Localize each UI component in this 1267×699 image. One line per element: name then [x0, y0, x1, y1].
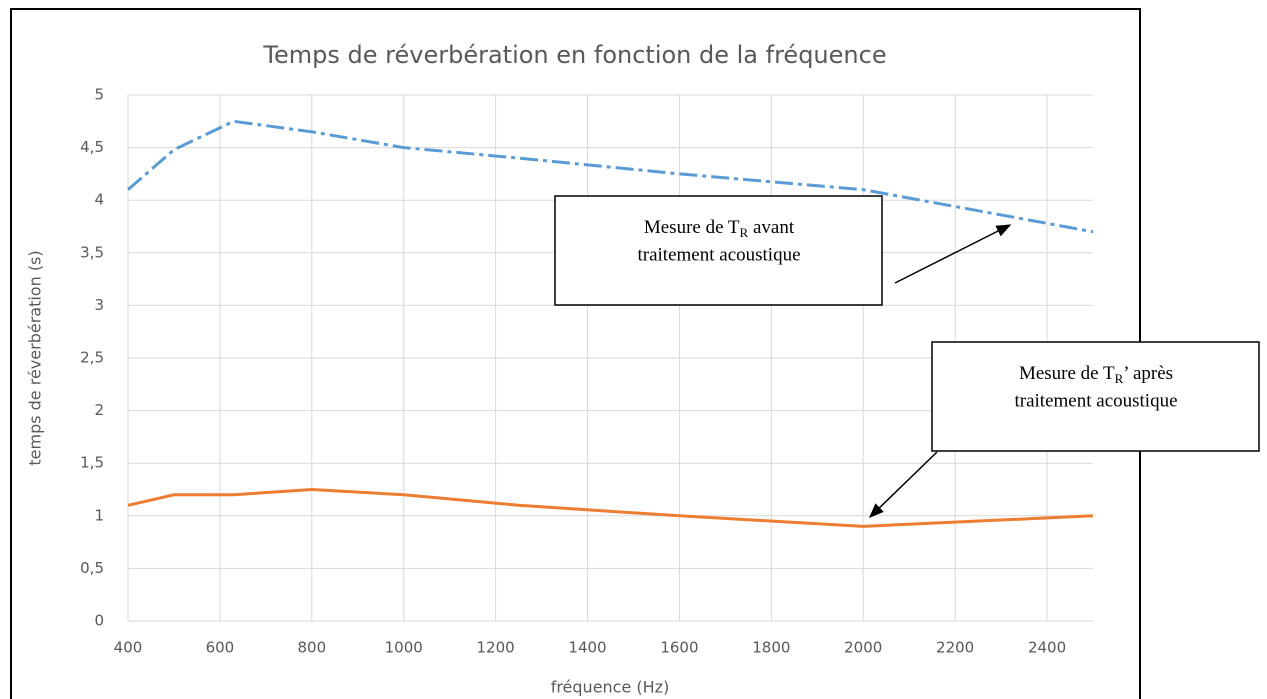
- x-tick-label: 1600: [660, 639, 698, 657]
- annotation-text: Mesure de TR’ après: [1019, 363, 1173, 386]
- annotation-text: Mesure de TR avant: [644, 217, 795, 240]
- annotation-part: avant: [748, 217, 795, 238]
- annotation-arrow: [868, 451, 938, 519]
- annotation-text: traitement acoustique: [1014, 390, 1177, 411]
- x-tick-label: 400: [114, 639, 143, 657]
- annotation-box: [554, 195, 883, 306]
- y-tick-label: 3,5: [80, 243, 104, 261]
- data-line: [127, 119, 1094, 234]
- y-tick-label: 2: [94, 401, 104, 419]
- data-line: [127, 487, 1094, 528]
- y-tick-label: 1,5: [80, 454, 104, 472]
- annotation-sub: R: [1115, 371, 1124, 386]
- annotation-part: Mesure de T: [644, 217, 740, 238]
- x-tick-label: 1800: [752, 639, 790, 657]
- annotation-text: traitement acoustique: [637, 244, 800, 265]
- annotation-part: Mesure de T: [1019, 363, 1115, 384]
- y-tick-label: 2,5: [80, 349, 104, 367]
- annotation-part: ’ après: [1123, 363, 1173, 384]
- x-tick-label: 1200: [477, 639, 515, 657]
- x-axis-label: fréquence (Hz): [551, 678, 670, 697]
- x-tick-label: 800: [297, 639, 326, 657]
- chart-title: Temps de réverbération en fonction de la…: [262, 41, 886, 69]
- y-tick-label: 4: [94, 191, 104, 209]
- y-tick-label: 0: [94, 612, 104, 630]
- y-tick-label: 0,5: [80, 559, 104, 577]
- y-tick-label: 1: [94, 506, 104, 524]
- annotation-sub: R: [740, 225, 749, 240]
- y-tick-label: 4,5: [80, 138, 104, 156]
- annotation-arrow: [894, 224, 1012, 284]
- x-tick-label: 1400: [568, 639, 606, 657]
- x-tick-label: 2000: [844, 639, 882, 657]
- x-tick-label: 2400: [1028, 639, 1066, 657]
- x-tick-label: 1000: [385, 639, 423, 657]
- x-tick-label: 2200: [936, 639, 974, 657]
- annotation-box: [931, 341, 1260, 452]
- x-tick-label: 600: [206, 639, 235, 657]
- y-tick-label: 3: [94, 296, 104, 314]
- y-axis-label: temps de réverbération (s): [26, 250, 45, 465]
- y-tick-label: 5: [94, 86, 104, 104]
